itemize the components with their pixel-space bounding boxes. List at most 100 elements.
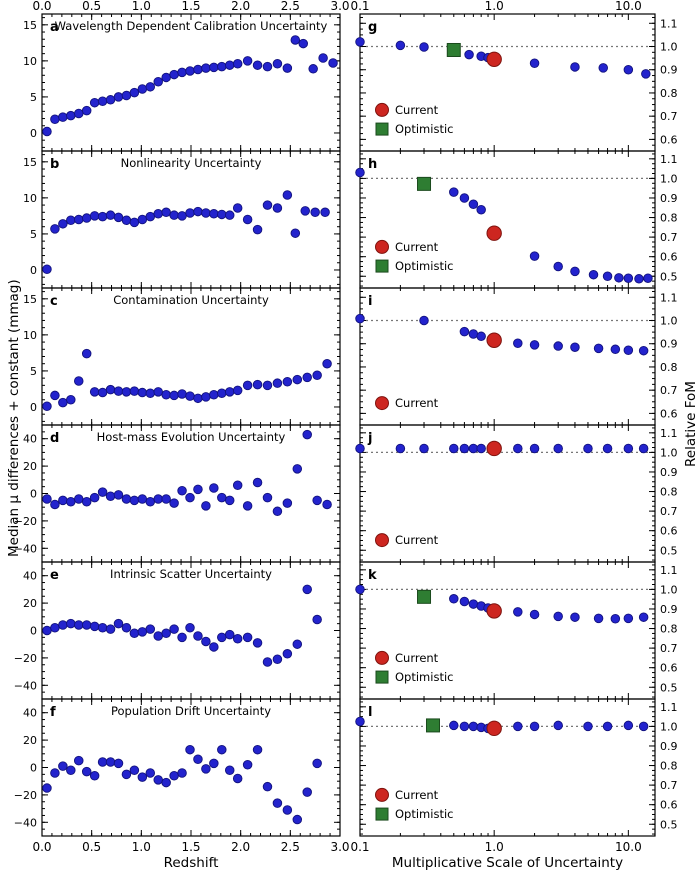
- data-point: [272, 654, 283, 665]
- data-point: [355, 313, 365, 324]
- data-point: [217, 744, 227, 755]
- data-point: [232, 633, 243, 644]
- data-point: [355, 37, 365, 47]
- data-point: [193, 64, 203, 75]
- data-point: [598, 63, 608, 73]
- data-point: [224, 387, 235, 397]
- data-point: [201, 764, 211, 774]
- y-tick-label: 0.9: [660, 192, 678, 205]
- panel-letter: h: [368, 157, 377, 172]
- data-point: [153, 208, 163, 219]
- data-point: [322, 499, 332, 510]
- data-point: [570, 266, 580, 277]
- data-point: [232, 203, 243, 213]
- panel-title: Intrinsic Scatter Uncertainty: [110, 567, 272, 581]
- data-point: [161, 494, 171, 504]
- data-point: [66, 618, 76, 629]
- panel-title: Contamination Uncertainty: [113, 293, 269, 307]
- data-point: [153, 775, 163, 785]
- y-tick-label: 10: [23, 55, 37, 68]
- data-point: [145, 82, 156, 92]
- x-axis-label-right: Multiplicative Scale of Uncertainty: [391, 855, 624, 871]
- data-point: [193, 484, 203, 495]
- data-point: [153, 387, 163, 397]
- data-point: [89, 770, 100, 781]
- data-point: [320, 207, 330, 218]
- data-point: [137, 494, 148, 504]
- y-tick-label: −20: [14, 789, 37, 802]
- data-point: [177, 389, 187, 399]
- data-point: [588, 269, 599, 280]
- data-point: [224, 60, 235, 70]
- data-point: [185, 492, 195, 503]
- data-point: [121, 494, 132, 504]
- data-point: [81, 620, 92, 630]
- data-point: [224, 629, 235, 640]
- y-tick-label: 40: [23, 433, 37, 446]
- y-tick-label: 0.8: [660, 623, 678, 636]
- y-tick-label: 0.7: [660, 231, 678, 244]
- data-point: [89, 492, 100, 503]
- data-point: [468, 721, 479, 732]
- data-point: [282, 376, 293, 387]
- y-tick-label: 1.0: [660, 446, 678, 459]
- data-point: [169, 69, 179, 80]
- y-tick-label: 0.7: [660, 110, 678, 123]
- y-tick-label: 0.9: [660, 740, 678, 753]
- legend-current-marker: [375, 396, 389, 411]
- y-tick-label: −40: [14, 679, 37, 692]
- y-tick-label: 5: [30, 91, 37, 104]
- data-point: [74, 755, 84, 766]
- data-point: [97, 757, 108, 767]
- panel-letter: g: [368, 20, 377, 35]
- y-tick-label: 1.0: [660, 315, 678, 328]
- data-point: [242, 56, 253, 66]
- data-point: [169, 770, 179, 781]
- data-point: [97, 387, 108, 398]
- data-point: [449, 187, 459, 197]
- data-point: [312, 370, 322, 380]
- y-tick-label: 0.5: [660, 818, 678, 831]
- data-point: [224, 495, 235, 506]
- data-point: [81, 105, 92, 116]
- panel-letter: a: [50, 20, 59, 35]
- data-point: [224, 210, 235, 220]
- current-marker: [486, 225, 502, 241]
- x-tick-label: 2.0: [231, 0, 250, 13]
- panel-letter: c: [50, 294, 58, 309]
- data-point: [318, 53, 328, 63]
- data-point: [290, 228, 301, 238]
- y-tick-label: 1.1: [660, 427, 678, 440]
- y-tick-label: 0.5: [660, 544, 678, 557]
- data-point: [217, 632, 227, 643]
- data-point: [476, 204, 486, 215]
- panel-letter: i: [368, 294, 372, 309]
- data-point: [209, 208, 219, 219]
- y-tick-label: 0.9: [660, 338, 678, 351]
- data-point: [290, 35, 301, 45]
- y-tick-label: 0.5: [660, 681, 678, 694]
- y-tick-label: 0: [30, 127, 37, 140]
- optimistic-marker: [417, 176, 432, 191]
- data-point: [74, 376, 84, 386]
- data-point: [395, 443, 406, 454]
- y-tick-label: 0.8: [660, 361, 678, 374]
- x-tick-label: 1.5: [181, 840, 200, 854]
- legend-label: Optimistic: [395, 122, 453, 136]
- data-point: [177, 486, 187, 496]
- y-tick-label: 0.6: [660, 251, 678, 264]
- data-point: [42, 625, 52, 636]
- data-point: [553, 261, 563, 272]
- data-point: [262, 380, 273, 391]
- y-tick-label: 0.7: [660, 642, 678, 655]
- legend-label: Current: [395, 533, 439, 547]
- y-tick-label: 0: [30, 762, 37, 775]
- data-point: [113, 92, 124, 102]
- x-tick-label: 1.0: [132, 0, 151, 13]
- data-point: [638, 721, 649, 732]
- data-point: [583, 443, 593, 454]
- legend-current-marker: [375, 533, 389, 548]
- data-point: [58, 112, 68, 122]
